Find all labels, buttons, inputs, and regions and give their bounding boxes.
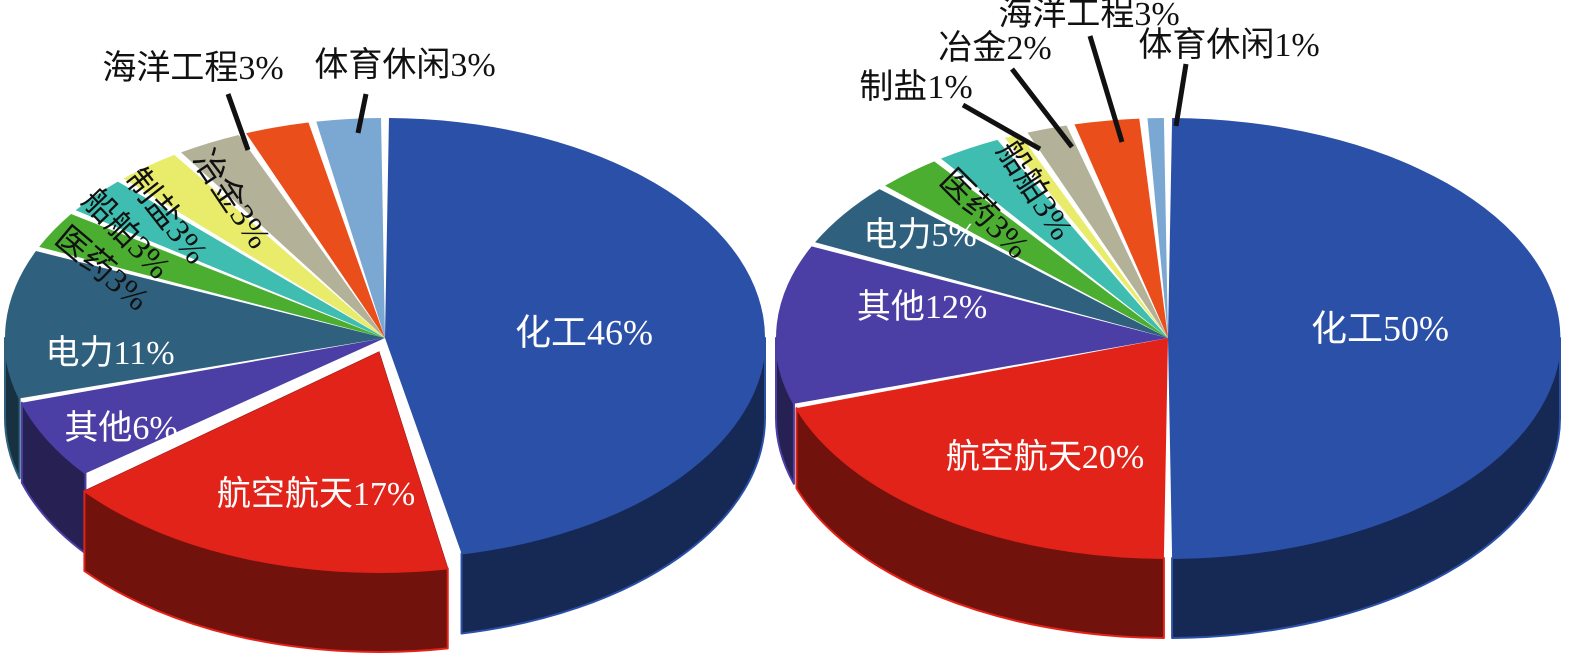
leader-line [1087,35,1125,143]
pie-slice [39,214,386,338]
pie-slice [246,122,385,338]
pie-slice-label: 冶金2% [938,29,1051,67]
pie-slice [776,246,1168,404]
pie-slice-label: 海洋工程3% [998,0,1179,33]
pie-slice-label: 其他6% [64,410,177,447]
pie-slice-label: 体育休闲1% [1138,26,1319,64]
pie-slice [1147,118,1168,338]
pie-slice-label: 其他12% [857,289,987,326]
pie-slice-label: 制盐1% [859,68,972,106]
leader-line [1173,63,1189,127]
pie-slice [75,181,385,338]
pie-slice [1074,118,1168,338]
pie-slice [815,189,1168,338]
pie-slice [940,139,1168,338]
leader-line [961,102,1042,152]
right-pie: 化工50%航空航天20%其他12%电力5%医药3%船舶3%制盐1%冶金2%海洋工… [775,0,1561,639]
leader-line [1010,67,1074,149]
pie-slice-label: 化工50% [1311,308,1449,348]
leader-line [225,93,251,151]
pie-slice-label: 化工46% [515,312,653,352]
pie-slice-label: 航空航天20% [946,438,1144,476]
pie-slice-label: 电力11% [45,334,174,372]
left-pie: 化工46%航空航天17%其他6%电力11%医药3%船舶3%制盐3%冶金3%海洋工… [4,46,766,653]
pie-slice [316,118,385,338]
pie-slice [4,251,385,399]
pie-slice [123,154,385,338]
pie-slice [796,338,1168,558]
pie-slice-label: 电力5% [863,216,976,254]
pie-slice [885,161,1168,338]
pie-slice-label: 航空航天17% [217,475,415,513]
pie-slice [1027,125,1168,338]
pie-slice [84,352,448,572]
pie-slice [1168,118,1561,558]
pie-slice [1004,134,1168,338]
leader-line [355,93,369,134]
pie-slice-label: 体育休闲3% [314,46,495,84]
pie-slice-label: 海洋工程3% [102,49,283,87]
pie-slice [21,338,386,474]
pie-slice [385,118,766,554]
pie-slice [181,134,385,338]
